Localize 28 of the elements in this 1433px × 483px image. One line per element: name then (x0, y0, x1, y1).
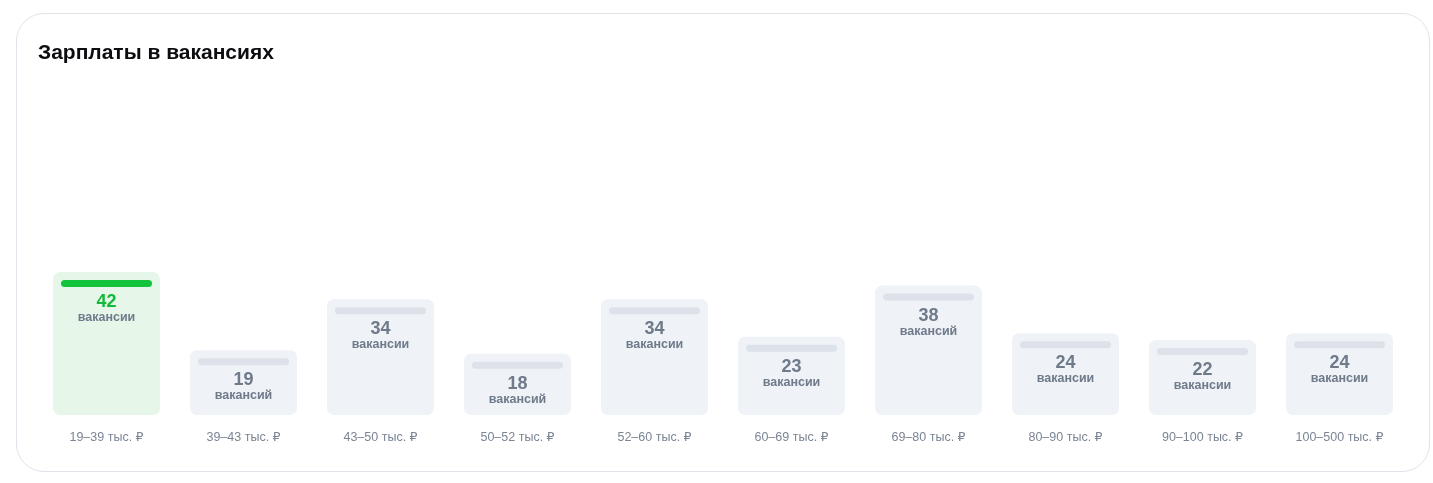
x-tick-label: 90–100 тыс. ₽ (1161, 429, 1244, 444)
x-tick-label: 80–90 тыс. ₽ (1028, 429, 1103, 444)
data-label: 19 вакансий (214, 369, 273, 403)
chart-title: Зарплаты в вакансиях (38, 39, 274, 65)
x-tick-label: 100–500 тыс. ₽ (1295, 429, 1384, 444)
x-tick-label: 19–39 тыс. ₽ (69, 429, 144, 444)
bar (53, 272, 160, 415)
bar (601, 299, 708, 415)
bar (1012, 333, 1119, 415)
data-label: 22 вакансии (1173, 359, 1232, 393)
data-label: 42 вакансии (77, 291, 136, 324)
data-label: 24 вакансии (1310, 352, 1369, 386)
x-tick-label: 69–80 тыс. ₽ (891, 429, 966, 444)
bar (327, 299, 434, 415)
x-tick-label: 52–60 тыс. ₽ (617, 429, 692, 444)
x-tick-label: 39–43 тыс. ₽ (206, 429, 281, 444)
bar (875, 285, 982, 415)
x-tick-label: 60–69 тыс. ₽ (754, 429, 829, 444)
data-label: 24 вакансии (1036, 352, 1095, 386)
data-label: 34 вакансии (351, 318, 410, 352)
data-label: 34 вакансии (625, 318, 684, 352)
data-label: 18 вакансий (488, 372, 547, 406)
bar (738, 336, 845, 415)
data-label: 38 вакансий (899, 304, 958, 338)
x-tick-label: 43–50 тыс. ₽ (343, 429, 418, 444)
data-label: 23 вакансии (762, 355, 821, 389)
x-tick-label: 50–52 тыс. ₽ (480, 429, 555, 444)
bar (1286, 333, 1393, 415)
